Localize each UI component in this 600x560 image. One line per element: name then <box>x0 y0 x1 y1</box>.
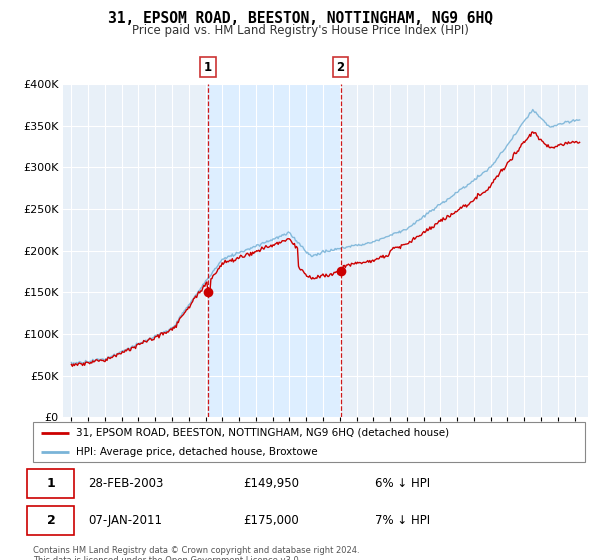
Text: Price paid vs. HM Land Registry's House Price Index (HPI): Price paid vs. HM Land Registry's House … <box>131 24 469 36</box>
Text: 1: 1 <box>47 477 56 490</box>
Text: 2: 2 <box>337 60 344 74</box>
Text: 28-FEB-2003: 28-FEB-2003 <box>88 477 164 490</box>
Text: 07-JAN-2011: 07-JAN-2011 <box>88 514 162 527</box>
Text: HPI: Average price, detached house, Broxtowe: HPI: Average price, detached house, Brox… <box>76 447 317 457</box>
Bar <box>208 84 341 417</box>
FancyBboxPatch shape <box>33 422 585 462</box>
FancyBboxPatch shape <box>28 506 74 535</box>
Text: 2: 2 <box>47 514 56 527</box>
Text: £149,950: £149,950 <box>243 477 299 490</box>
Text: 31, EPSOM ROAD, BEESTON, NOTTINGHAM, NG9 6HQ: 31, EPSOM ROAD, BEESTON, NOTTINGHAM, NG9… <box>107 11 493 26</box>
Text: 1: 1 <box>204 60 212 74</box>
Text: Contains HM Land Registry data © Crown copyright and database right 2024.
This d: Contains HM Land Registry data © Crown c… <box>33 546 359 560</box>
FancyBboxPatch shape <box>28 469 74 498</box>
Text: £175,000: £175,000 <box>243 514 299 527</box>
Text: 6% ↓ HPI: 6% ↓ HPI <box>375 477 430 490</box>
Text: 31, EPSOM ROAD, BEESTON, NOTTINGHAM, NG9 6HQ (detached house): 31, EPSOM ROAD, BEESTON, NOTTINGHAM, NG9… <box>76 428 449 437</box>
Text: 7% ↓ HPI: 7% ↓ HPI <box>375 514 430 527</box>
